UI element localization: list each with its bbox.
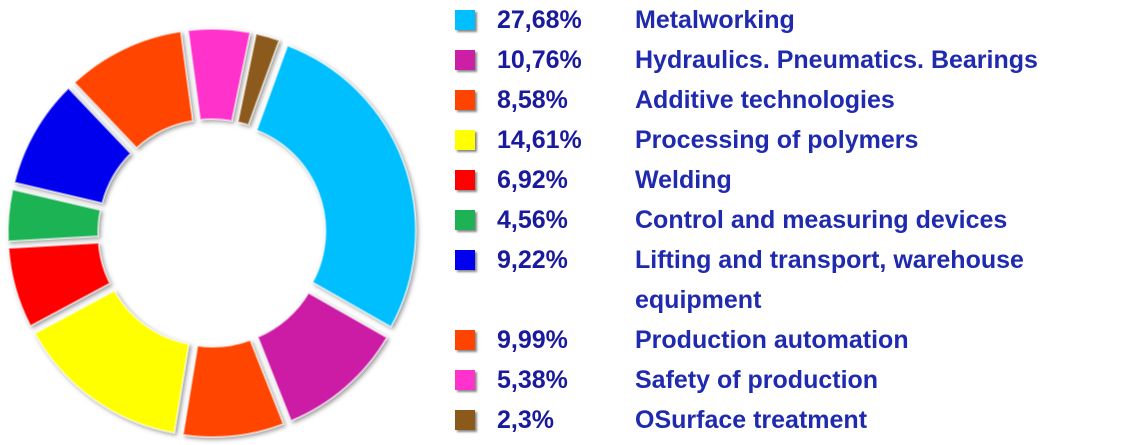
legend-item: 9,99% Production automation	[455, 320, 1145, 360]
legend-item: 2,3% OSurface treatment	[455, 400, 1145, 440]
legend-swatch	[455, 370, 475, 390]
legend: 27,68% Metalworking 10,76% Hydraulics. Pneu…	[455, 0, 1145, 440]
donut-slice	[33, 289, 190, 435]
legend-value: 4,56%	[497, 206, 568, 234]
legend-swatch	[455, 50, 475, 70]
legend-value: 10,76%	[497, 46, 582, 74]
legend-value: 14,61%	[497, 126, 582, 154]
legend-label: Production automation	[635, 326, 909, 354]
legend-label: OSurface treatment	[635, 406, 868, 434]
legend-label: Control and measuring devices	[635, 206, 1008, 234]
legend-label: Metalworking	[635, 6, 795, 34]
legend-item: 14,61% Processing of polymers	[455, 120, 1145, 160]
legend-value: 5,38%	[497, 366, 568, 394]
legend-value: 9,99%	[497, 326, 568, 354]
legend-swatch	[455, 330, 475, 350]
legend-label: Safety of production	[635, 366, 879, 394]
donut-slice	[236, 32, 281, 127]
legend-label: Welding	[635, 166, 732, 194]
legend-value: 9,22%	[497, 246, 568, 274]
legend-label: Lifting and transport, warehouse equipme…	[635, 246, 1024, 314]
legend-item: 27,68% Metalworking	[455, 0, 1145, 40]
legend-swatch	[455, 90, 475, 110]
legend-label: Processing of polymers	[635, 126, 919, 154]
legend-item: 10,76% Hydraulics. Pneumatics. Bearings	[455, 40, 1145, 80]
legend-value: 27,68%	[497, 6, 582, 34]
legend-item: 8,58% Additive technologies	[455, 80, 1145, 120]
donut-slice	[7, 242, 112, 328]
legend-swatch	[455, 10, 475, 30]
donut-slice	[255, 44, 417, 329]
legend-item: 6,92% Welding	[455, 160, 1145, 200]
legend-swatch	[455, 410, 475, 430]
donut-slice	[256, 291, 389, 423]
donut-slice	[13, 86, 132, 205]
legend-item: 4,56% Control and measuring devices	[455, 200, 1145, 240]
legend-label: Hydraulics. Pneumatics. Bearings	[635, 46, 1038, 74]
legend-swatch	[455, 170, 475, 190]
legend-value: 6,92%	[497, 166, 568, 194]
legend-swatch	[455, 250, 475, 270]
donut-slice	[187, 28, 252, 122]
donut-slice	[181, 338, 285, 438]
legend-value: 8,58%	[497, 86, 568, 114]
donut-slice	[73, 30, 194, 150]
legend-swatch	[455, 130, 475, 150]
legend-label: Additive technologies	[635, 86, 895, 114]
legend-item: 9,22% Lifting and transport, warehouse eq…	[455, 240, 1145, 320]
legend-swatch	[455, 210, 475, 230]
legend-item: 5,38% Safety of production	[455, 360, 1145, 400]
chart	[7, 28, 417, 438]
donut-slice	[7, 188, 102, 243]
legend-value: 2,3%	[497, 406, 554, 434]
